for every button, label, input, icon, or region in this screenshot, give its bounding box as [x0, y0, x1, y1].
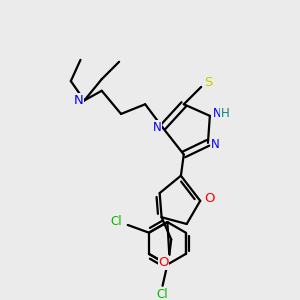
- Text: N: N: [211, 138, 220, 151]
- Text: Cl: Cl: [157, 288, 168, 300]
- Text: N: N: [74, 94, 83, 107]
- Text: S: S: [204, 76, 212, 88]
- Text: N: N: [213, 107, 222, 120]
- Text: Cl: Cl: [110, 214, 122, 228]
- Text: H: H: [221, 107, 230, 120]
- Text: O: O: [205, 192, 215, 206]
- Text: N: N: [152, 121, 161, 134]
- Text: O: O: [158, 256, 169, 269]
